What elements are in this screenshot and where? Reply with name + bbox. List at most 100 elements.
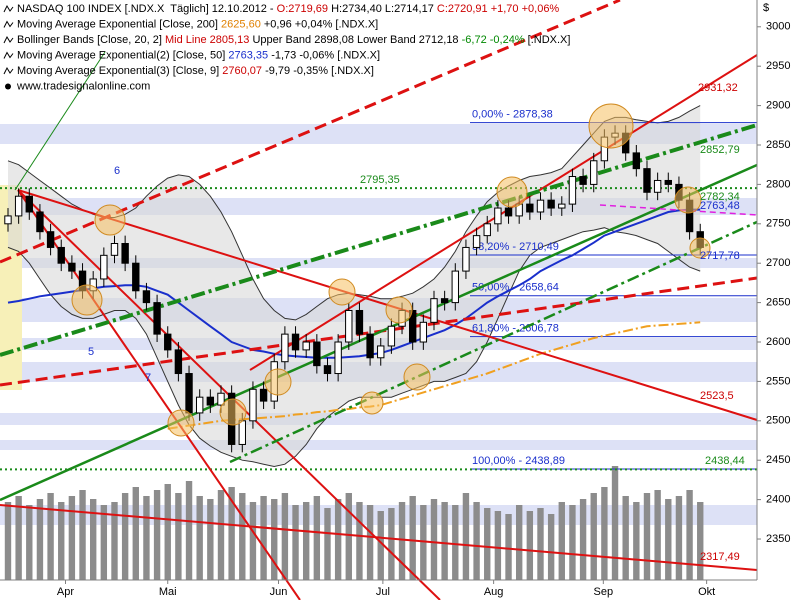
y-tick-label: 2450 [766, 454, 790, 466]
volume-bar [15, 496, 22, 580]
candle-body [472, 235, 481, 248]
volume-bar [345, 493, 352, 580]
volume-bar [611, 466, 619, 580]
pivot-circle [71, 284, 103, 316]
axis-panel [757, 0, 800, 600]
legend-entry: Moving Average Exponential(2) [Close, 50… [17, 49, 380, 61]
volume-bar [420, 505, 427, 580]
volume-bar [100, 505, 108, 580]
annotations: 2931,32 2852,79 2782,34 2763,48 2717,78 … [88, 82, 740, 563]
trend-line [229, 220, 758, 464]
y-tick-label: 2950 [766, 60, 790, 72]
volume-bar [441, 502, 448, 580]
legend-part: -9,79 -0,35% [.NDX.X] [262, 65, 374, 77]
volume-bar [260, 496, 267, 580]
candle-body [526, 203, 534, 213]
moving-average [7, 208, 701, 359]
volume-bar [58, 502, 65, 580]
volume-bar [228, 487, 235, 580]
volume-bar [302, 502, 310, 580]
volume-bar [377, 511, 384, 580]
annotation: 2763,48 [700, 200, 740, 212]
x-tick-label: Sep [594, 586, 614, 598]
volume-bar [409, 496, 416, 580]
candle-body [366, 333, 374, 359]
candle-body [68, 262, 76, 272]
volume-bar [547, 514, 555, 580]
volume-bar [324, 508, 331, 580]
annotation: 2317,49 [700, 551, 740, 563]
zone [0, 440, 757, 450]
candle-body [100, 254, 108, 280]
volume-bar [313, 496, 321, 580]
wave-label: 6 [114, 165, 120, 177]
legend-part: [.NDX.X] [525, 34, 571, 46]
pivot-circle [385, 296, 413, 324]
candle-body [46, 231, 55, 248]
candle-body [536, 199, 545, 213]
candle-body [132, 262, 140, 292]
volume-bar [484, 508, 491, 580]
legend-icon [3, 20, 14, 28]
annotation: 2931,32 [698, 82, 738, 94]
y-tick-label: 2750 [766, 218, 790, 230]
legend-icon [3, 35, 14, 44]
fib-label: 100,00% - 2438,89 [472, 455, 565, 467]
candle-body [323, 365, 332, 375]
volume-bar [271, 499, 278, 580]
volume-bar [665, 499, 672, 580]
volume-bar [47, 493, 54, 580]
candle-body [345, 309, 353, 343]
volume-bar [601, 487, 608, 580]
legend-entry: Bollinger Bands [Close, 20, 2] Mid Line … [17, 34, 570, 46]
volume-bar [558, 502, 565, 580]
candle-body [14, 195, 23, 217]
legend-icon [3, 66, 14, 75]
volume-bar [366, 505, 374, 580]
volume-bar [196, 496, 203, 580]
candle-body [387, 325, 396, 347]
pivot-circle [264, 368, 292, 396]
candle-body [355, 309, 364, 335]
fib-label: 38,20% - 2710,49 [472, 241, 559, 253]
volume-bar [622, 496, 629, 580]
candle-body [259, 388, 268, 402]
x-tick-label: Aug [484, 586, 504, 598]
annotation: 2852,79 [700, 144, 740, 156]
pivot-circle [328, 278, 356, 306]
volume-bar [579, 499, 587, 580]
trend-line [599, 204, 758, 216]
volume-bar [249, 502, 257, 580]
pivot-circle [219, 398, 247, 426]
volume-bar [356, 502, 363, 580]
pivot-circle [674, 186, 702, 214]
annotation: 2717,78 [700, 250, 740, 262]
volume-bar [239, 493, 246, 580]
legend-part: -1,73 -0,06% [.NDX.X] [268, 49, 380, 61]
volume-bar [334, 499, 342, 580]
legend-part: -6,72 -0,24% [462, 34, 525, 46]
volume-bar [675, 496, 683, 580]
legend-entry: Moving Average Exponential [Close, 200] … [17, 18, 378, 30]
volume-bar [185, 481, 193, 580]
source-icon [5, 83, 11, 90]
volume-bar [36, 499, 44, 580]
legend-part: Moving Average Exponential(3) [Close, 9] [17, 65, 222, 77]
candle-body [217, 392, 225, 406]
candle-body [334, 341, 342, 375]
volume-bar [26, 505, 33, 580]
volume-bar [217, 490, 225, 580]
indicator-layer [7, 208, 701, 430]
y-tick-label: 2700 [766, 257, 790, 269]
x-tick-label: Mai [159, 586, 177, 598]
trend-line [14, 51, 106, 191]
volume-bar [494, 511, 502, 580]
volume-bar [153, 490, 161, 580]
volume-bar [175, 493, 182, 580]
volume-bar [569, 505, 576, 580]
trend-line [0, 504, 758, 571]
candle-body [568, 176, 577, 205]
source: www.tradesignalonline.com [16, 80, 150, 92]
currency-label: $ [763, 2, 769, 14]
